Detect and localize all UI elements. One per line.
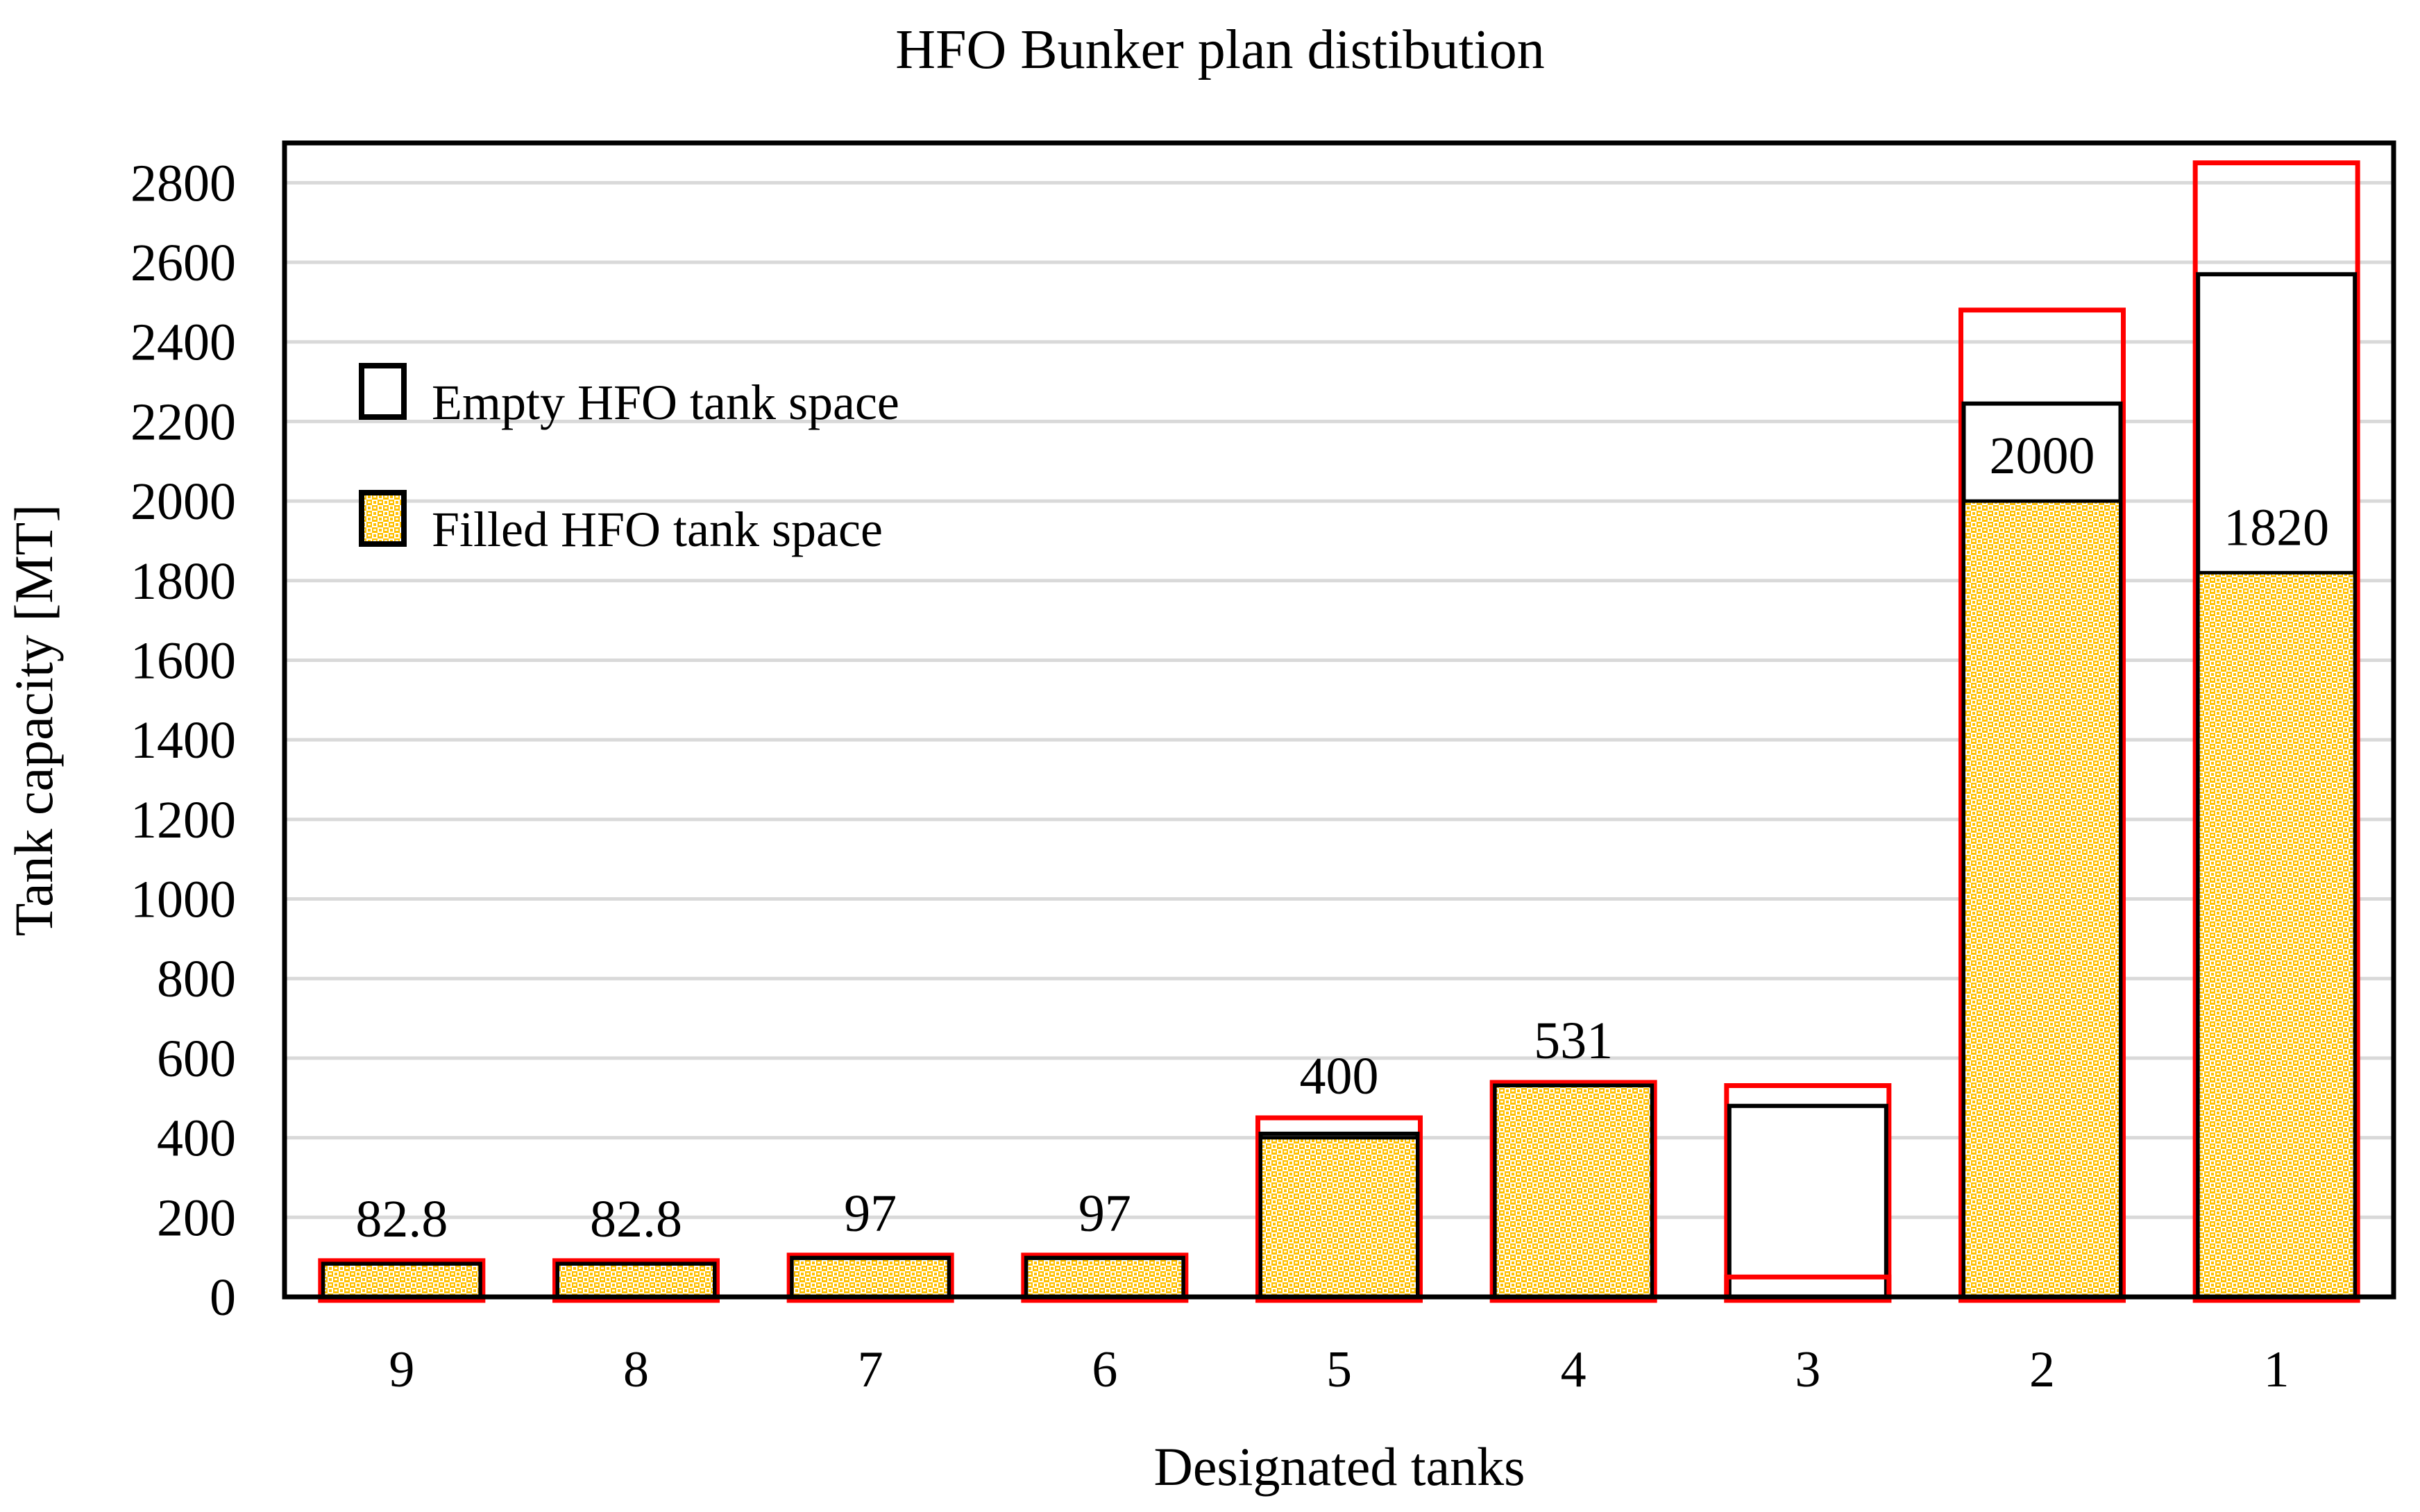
data-label-tank-6: 97 [1078,1184,1131,1243]
tank-capacity-outline [318,1258,486,1303]
bar-group-tank-5 [1255,1115,1423,1303]
x-tick-label-tank-4: 4 [1561,1341,1586,1398]
data-label-tank-4: 531 [1534,1012,1613,1070]
filled-tank-space-rect [321,1262,482,1299]
x-tick-label-tank-7: 7 [858,1341,883,1398]
tank-capacity-outline [1255,1115,1423,1303]
bars [318,160,2360,1303]
bar-group-tank-1 [2192,160,2360,1303]
gridlines [287,180,2392,1219]
y-tick-label: 1800 [130,552,236,611]
x-tick-label-tank-6: 6 [1092,1341,1117,1398]
bar-group-tank-2 [1958,307,2126,1303]
legend-label-empty: Empty HFO tank space [432,375,899,430]
tank-capacity-outline [1021,1252,1189,1303]
filled-tank-space-rect [1962,499,2122,1299]
x-tick-label-tank-8: 8 [623,1341,649,1398]
y-tick-label: 1000 [130,871,236,929]
chart-title: HFO Bunker plan distibution [895,19,1545,80]
bar-group-tank-8 [552,1258,720,1303]
legend-label-filled: Filled HFO tank space [432,502,883,557]
bar-group-tank-9 [318,1258,486,1303]
filled-tank-space-rect [790,1256,951,1299]
x-tick-label-tank-1: 1 [2264,1341,2290,1398]
y-axis-title: Tank capacity [MT] [3,504,64,937]
filled-tank-space-rect [1493,1083,1654,1299]
x-axis-title: Designated tanks [1153,1436,1525,1497]
bar-group-tank-6 [1021,1252,1189,1303]
data-label-tank-5: 400 [1300,1047,1379,1105]
capacity-red-bottom-segment [1724,1274,1892,1303]
data-label-tank-9: 82.8 [355,1190,448,1248]
data-label-tank-7: 97 [844,1184,897,1243]
y-tick-label: 1200 [130,791,236,849]
filled-tank-space-rect [1024,1256,1185,1299]
bar-data-labels: 82.8 82.8 97 97 400 531 2000 1820 [355,427,2329,1248]
tank-capacity-outline [786,1252,954,1303]
y-tick-label: 800 [157,950,236,1008]
y-tick-label: 2400 [130,314,236,372]
legend-swatch-filled [359,490,407,547]
tank-capacity-outline [2192,160,2360,1303]
y-tick-label: 1600 [130,631,236,690]
x-tick-label-tank-3: 3 [1795,1341,1820,1398]
legend: Empty HFO tank space Filled HFO tank spa… [359,363,899,557]
bar-group-tank-4 [1489,1080,1657,1303]
y-tick-label: 2000 [130,473,236,531]
tank-capacity-outline [1489,1080,1657,1303]
y-tick-label: 400 [157,1110,236,1168]
y-tick-label: 2200 [130,393,236,451]
y-tick-label: 200 [157,1189,236,1247]
legend-swatch-empty [359,363,407,420]
tank-capacity-outline [1958,307,2126,1303]
bar-group-tank-3 [1724,1082,1892,1303]
plot-border [282,140,2396,1300]
data-label-tank-2: 2000 [1990,427,2095,485]
y-tick-label: 600 [157,1030,236,1088]
x-tick-label-tank-2: 2 [2029,1341,2055,1398]
y-tick-label: 0 [210,1268,236,1327]
bar-group-tank-7 [786,1252,954,1303]
x-tick-label-tank-9: 9 [389,1341,414,1398]
filled-tank-space-rect [2196,570,2357,1299]
filled-tank-space-rect [1259,1136,1419,1299]
data-label-tank-8: 82.8 [590,1190,682,1248]
x-axis-tick-labels: 9 8 7 6 5 4 3 2 1 [389,1341,2289,1398]
x-tick-label-tank-5: 5 [1326,1341,1352,1398]
y-tick-label: 2800 [130,154,236,212]
y-tick-label: 2600 [130,234,236,292]
tank-capacity-outline [552,1258,720,1303]
y-axis-tick-labels: 0 200 400 600 800 1000 1200 1400 1600 1800 2000 220… [130,154,236,1327]
data-label-tank-1: 1820 [2224,498,2329,557]
empty-tank-space-rect [1727,1103,1888,1300]
filled-tank-space-rect [556,1262,716,1299]
y-tick-label: 1400 [130,711,236,770]
